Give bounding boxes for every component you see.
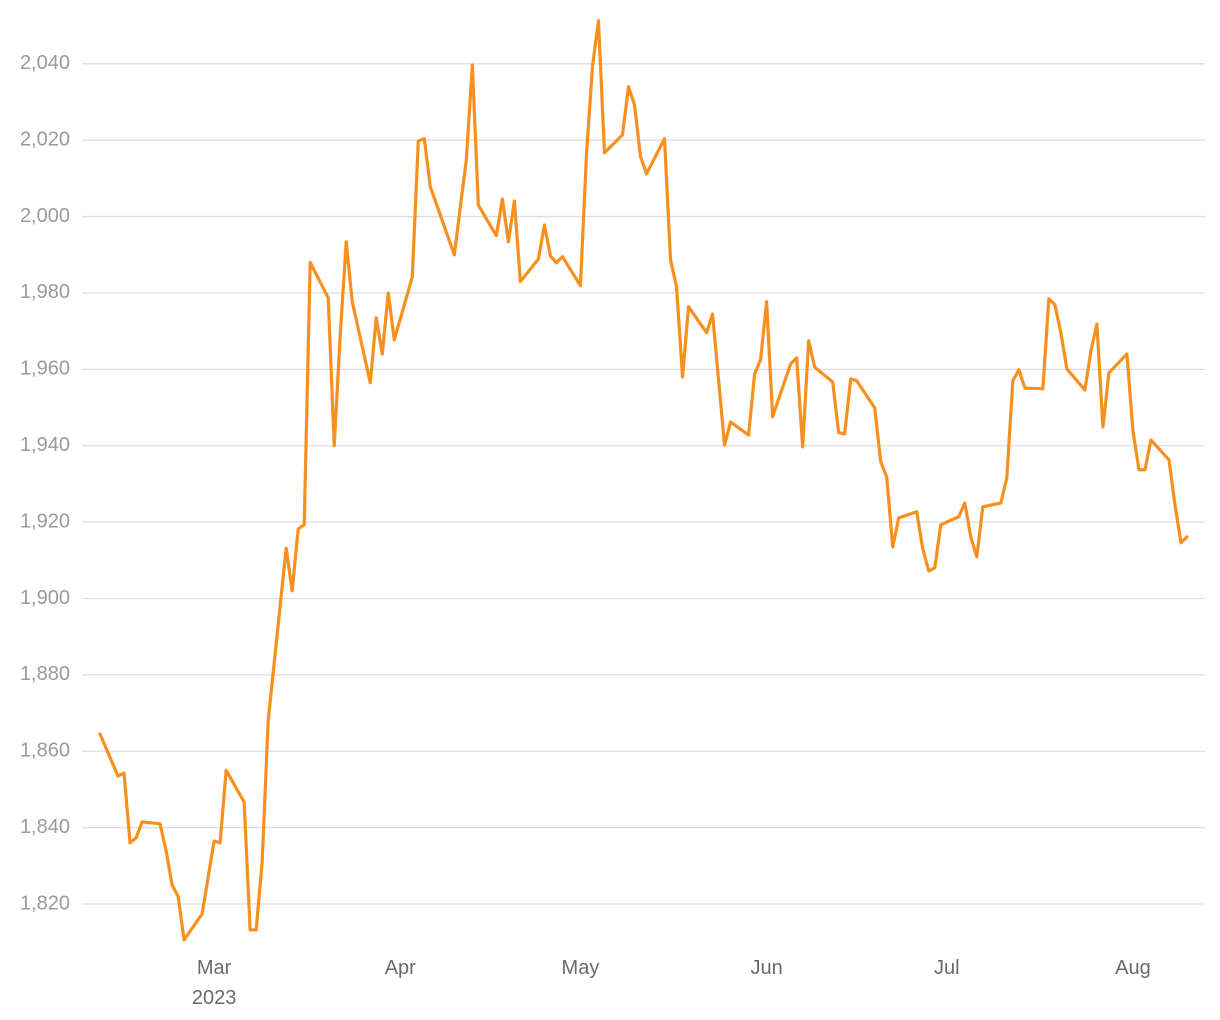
y-tick-label: 1,820	[20, 892, 70, 914]
x-tick-label: Jun	[750, 957, 783, 979]
price-line	[98, 19, 1189, 942]
y-tick-label: 1,960	[20, 358, 70, 380]
y-tick-label: 1,840	[20, 816, 70, 838]
x-tick-label: Apr	[384, 957, 416, 979]
y-tick-label: 1,940	[20, 434, 70, 456]
x-tick-label: Aug	[1115, 957, 1151, 979]
y-tick-label: 1,900	[20, 587, 70, 609]
y-tick-label: 2,040	[20, 52, 70, 74]
y-tick-label: 1,880	[20, 663, 70, 685]
y-tick-label: 2,020	[20, 128, 70, 150]
x-tick-label: Mar 2023	[191, 957, 237, 1009]
x-tick-label: Jul	[933, 957, 960, 979]
x-tick-label: May	[561, 957, 600, 979]
y-tick-label: 2,000	[20, 205, 70, 227]
y-tick-label: 1,980	[20, 281, 70, 303]
y-tick-label: 1,860	[20, 740, 70, 762]
y-tick-label: 1,920	[20, 510, 70, 532]
